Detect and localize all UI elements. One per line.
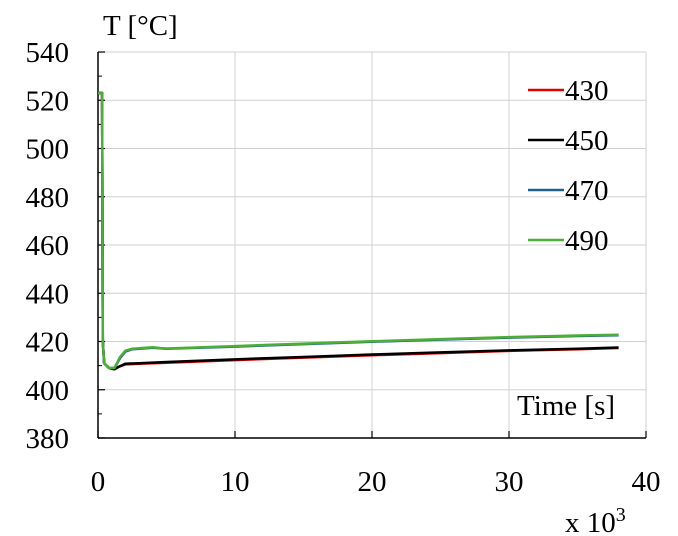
x-tick-label: 20 <box>358 466 387 498</box>
series-lines <box>98 91 619 371</box>
gridlines <box>98 51 647 438</box>
tick-labels: 380 400 420 440 460 480 500 520 540 0 10 20 30 40 <box>26 37 661 498</box>
y-tick-label: 540 <box>26 37 70 69</box>
x-axis-multiplier: x 103 <box>565 504 626 536</box>
legend-label: 470 <box>565 175 609 207</box>
legend-label: 490 <box>565 225 609 257</box>
y-tick-label: 440 <box>26 278 70 310</box>
y-tick-label: 420 <box>26 327 70 359</box>
y-tick-label: 460 <box>26 230 70 262</box>
y-axis-label: T [°C] <box>103 10 178 42</box>
y-tick-label: 500 <box>26 134 70 166</box>
x-tick-label: 40 <box>632 466 661 498</box>
y-tick-label: 400 <box>26 375 70 407</box>
y-tick-label: 480 <box>26 182 70 214</box>
legend-label: 450 <box>565 125 609 157</box>
x-tick-label: 0 <box>91 466 106 498</box>
legend: 430 450 470 490 <box>528 75 609 257</box>
legend-label: 430 <box>565 75 609 107</box>
series-line-450 <box>98 91 619 371</box>
x-axis-multiplier-base: x 10 <box>565 507 616 536</box>
x-axis-label: Time [s] <box>517 390 615 422</box>
x-axis-multiplier-exponent: 3 <box>616 504 626 526</box>
y-tick-label: 520 <box>26 85 70 117</box>
legend-entry-430: 430 <box>528 75 609 107</box>
series-line-430 <box>98 91 619 371</box>
x-tick-label: 30 <box>495 466 524 498</box>
x-tick-label: 10 <box>221 466 250 498</box>
legend-entry-470: 470 <box>528 175 609 207</box>
y-tick-label: 380 <box>26 423 70 455</box>
series-line-490 <box>98 91 619 370</box>
legend-entry-450: 450 <box>528 125 609 157</box>
series-line-470 <box>98 91 619 370</box>
legend-entry-490: 490 <box>528 225 609 257</box>
